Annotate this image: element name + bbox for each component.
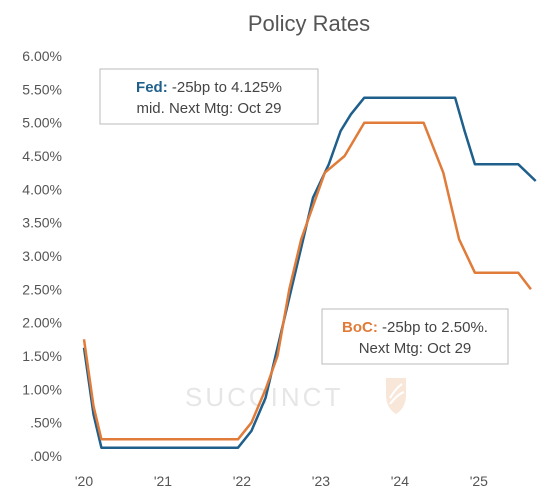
y-tick-label: 1.50%: [22, 348, 62, 364]
y-tick-label: 5.50%: [22, 81, 62, 97]
y-tick-label: .50%: [30, 415, 62, 431]
fed-annotation-text1: -25bp to 4.125%: [168, 79, 282, 96]
boc-annotation-text1: -25bp to 2.50%.: [378, 319, 488, 336]
fed-annotation: Fed: -25bp to 4.125% mid. Next Mtg: Oct …: [99, 68, 319, 125]
x-axis: '20 '21 '22 '23 '24 '25: [75, 473, 488, 489]
boc-annotation-box: [321, 308, 509, 365]
y-tick-label: 6.00%: [22, 48, 62, 64]
x-tick-label: '25: [470, 473, 488, 489]
y-tick-label: .00%: [30, 448, 62, 464]
watermark-text: SUCCINCT: [185, 382, 343, 412]
fed-annotation-label: Fed:: [136, 79, 168, 96]
y-tick-label: 5.00%: [22, 115, 62, 131]
series-line-boc: [82, 121, 532, 441]
fed-annotation-line2: mid. Next Mtg: Oct 29: [136, 100, 281, 117]
y-tick-label: 2.00%: [22, 315, 62, 331]
x-tick-label: '21: [154, 473, 172, 489]
x-tick-label: '20: [75, 473, 93, 489]
fed-annotation-line1: Fed: -25bp to 4.125%: [136, 79, 282, 96]
y-tick-label: 3.00%: [22, 248, 62, 264]
watermark-shield-icon: [386, 378, 406, 414]
y-tick-label: 1.00%: [22, 381, 62, 397]
series-line-fed: [82, 96, 537, 449]
boc-annotation-line2: Next Mtg: Oct 29: [359, 340, 472, 357]
x-tick-label: '22: [233, 473, 251, 489]
watermark: SUCCINCT: [185, 378, 406, 414]
series-lines: [82, 96, 537, 449]
boc-annotation-line1: BoC: -25bp to 2.50%.: [342, 319, 488, 336]
x-tick-label: '23: [312, 473, 330, 489]
y-tick-label: 2.50%: [22, 281, 62, 297]
chart-title: Policy Rates: [248, 11, 370, 36]
boc-annotation-label: BoC:: [342, 319, 378, 336]
y-tick-label: 4.00%: [22, 181, 62, 197]
y-tick-label: 4.50%: [22, 148, 62, 164]
x-tick-label: '24: [391, 473, 409, 489]
boc-annotation: BoC: -25bp to 2.50%. Next Mtg: Oct 29: [321, 308, 509, 365]
y-axis: .00% .50% 1.00% 1.50% 2.00% 2.50% 3.00% 3.50% 4.…: [22, 48, 62, 464]
fed-annotation-box: [99, 68, 319, 125]
y-tick-label: 3.50%: [22, 215, 62, 231]
